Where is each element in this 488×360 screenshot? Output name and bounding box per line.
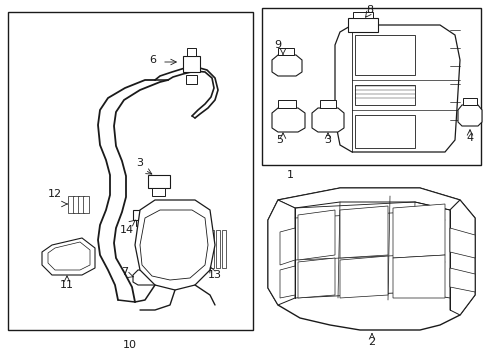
Text: 9: 9: [274, 40, 281, 50]
Polygon shape: [183, 56, 200, 72]
Text: 1: 1: [286, 170, 293, 180]
Polygon shape: [203, 230, 207, 268]
Polygon shape: [267, 200, 294, 305]
Text: 6: 6: [149, 55, 156, 65]
Polygon shape: [280, 228, 294, 265]
Polygon shape: [347, 18, 377, 32]
Polygon shape: [73, 196, 79, 213]
Text: 2: 2: [367, 337, 375, 347]
Polygon shape: [271, 108, 305, 132]
Polygon shape: [148, 175, 170, 188]
Polygon shape: [267, 188, 474, 330]
Polygon shape: [186, 48, 196, 56]
Polygon shape: [354, 85, 414, 105]
Polygon shape: [155, 275, 163, 282]
Polygon shape: [136, 220, 148, 226]
Polygon shape: [185, 75, 197, 84]
Polygon shape: [278, 48, 293, 55]
Polygon shape: [68, 196, 74, 213]
Polygon shape: [392, 255, 444, 298]
Text: 10: 10: [123, 340, 137, 350]
Polygon shape: [140, 210, 207, 280]
Polygon shape: [457, 105, 481, 126]
Polygon shape: [222, 230, 225, 268]
Polygon shape: [280, 266, 294, 298]
Polygon shape: [209, 230, 214, 268]
Polygon shape: [278, 188, 459, 210]
Polygon shape: [271, 55, 302, 76]
Text: 5: 5: [276, 135, 283, 145]
Text: 11: 11: [60, 280, 74, 290]
Polygon shape: [311, 108, 343, 132]
Polygon shape: [354, 115, 414, 148]
Polygon shape: [449, 268, 474, 292]
Polygon shape: [339, 206, 387, 258]
Polygon shape: [392, 204, 444, 258]
Polygon shape: [216, 230, 220, 268]
Polygon shape: [48, 242, 90, 270]
Text: 3: 3: [324, 135, 331, 145]
Polygon shape: [262, 8, 480, 165]
Polygon shape: [8, 12, 252, 330]
Polygon shape: [297, 210, 334, 260]
Text: 8: 8: [366, 5, 373, 15]
Polygon shape: [83, 196, 89, 213]
Polygon shape: [135, 200, 215, 290]
Polygon shape: [278, 100, 295, 108]
Polygon shape: [352, 12, 372, 18]
Text: 12: 12: [48, 189, 62, 199]
Polygon shape: [78, 196, 84, 213]
Polygon shape: [334, 25, 459, 152]
Polygon shape: [198, 230, 202, 268]
Text: 14: 14: [120, 225, 134, 235]
Polygon shape: [297, 258, 334, 298]
Polygon shape: [462, 98, 476, 105]
Polygon shape: [449, 228, 474, 258]
Polygon shape: [339, 256, 387, 298]
Text: 4: 4: [466, 133, 472, 143]
Polygon shape: [42, 238, 95, 275]
Text: 7: 7: [121, 267, 128, 277]
Polygon shape: [449, 200, 474, 315]
Polygon shape: [319, 100, 335, 108]
Polygon shape: [152, 188, 164, 196]
Text: 3: 3: [136, 158, 143, 168]
Text: 13: 13: [207, 270, 222, 280]
Polygon shape: [354, 35, 414, 75]
Polygon shape: [133, 270, 160, 285]
Polygon shape: [133, 210, 152, 220]
